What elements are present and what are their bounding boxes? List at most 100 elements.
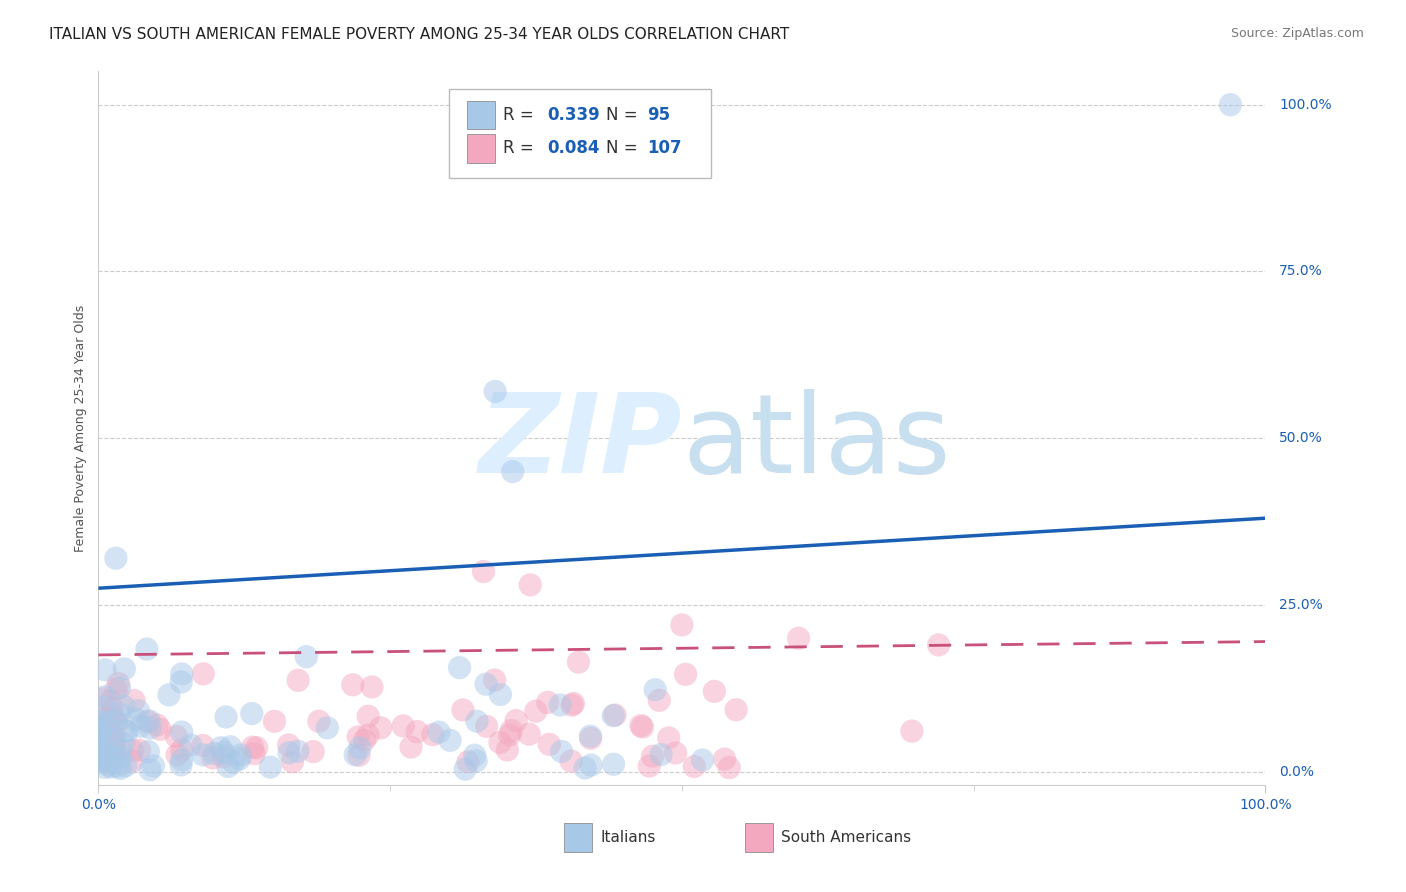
Point bbox=[103, 708, 125, 723]
Point bbox=[93, 752, 115, 766]
Point bbox=[89, 739, 111, 753]
Point bbox=[115, 758, 138, 772]
Point bbox=[664, 746, 686, 760]
Point bbox=[316, 721, 339, 735]
Point bbox=[94, 750, 117, 764]
Point bbox=[129, 719, 152, 733]
Point bbox=[517, 727, 540, 741]
Point bbox=[243, 747, 266, 761]
Point bbox=[193, 666, 215, 681]
Point bbox=[87, 717, 110, 731]
Point bbox=[117, 724, 139, 739]
Point bbox=[342, 678, 364, 692]
Point bbox=[502, 465, 524, 479]
Point bbox=[191, 739, 214, 753]
Point bbox=[464, 748, 486, 763]
Text: R =: R = bbox=[503, 106, 540, 124]
Point bbox=[548, 698, 571, 712]
Point bbox=[1219, 97, 1241, 112]
Text: 100.0%: 100.0% bbox=[1279, 98, 1331, 112]
Point bbox=[103, 731, 125, 746]
Text: South Americans: South Americans bbox=[782, 830, 911, 845]
Point bbox=[302, 745, 325, 759]
Point bbox=[475, 677, 498, 691]
Point bbox=[96, 744, 118, 758]
Text: 50.0%: 50.0% bbox=[1279, 431, 1323, 445]
Point bbox=[87, 736, 110, 750]
Point bbox=[713, 752, 735, 766]
Point bbox=[602, 708, 624, 723]
Text: N =: N = bbox=[606, 139, 643, 157]
Point bbox=[121, 754, 143, 768]
Point bbox=[505, 714, 527, 728]
Point bbox=[560, 754, 582, 768]
Text: 75.0%: 75.0% bbox=[1279, 264, 1323, 278]
Point bbox=[287, 673, 309, 688]
Point bbox=[157, 688, 180, 702]
Point bbox=[212, 745, 235, 759]
Point bbox=[579, 729, 602, 743]
Point bbox=[484, 384, 506, 399]
Point bbox=[281, 755, 304, 769]
Point bbox=[96, 751, 118, 765]
Point bbox=[219, 739, 242, 754]
Point bbox=[94, 760, 117, 774]
Point bbox=[191, 747, 214, 762]
Point bbox=[170, 753, 193, 767]
Point bbox=[574, 761, 596, 775]
Point bbox=[683, 759, 706, 773]
Point bbox=[427, 725, 450, 739]
Text: 95: 95 bbox=[647, 106, 671, 124]
Point bbox=[287, 744, 309, 758]
Point bbox=[240, 706, 263, 721]
Point bbox=[579, 758, 602, 772]
Point bbox=[101, 743, 124, 757]
Point bbox=[94, 722, 117, 736]
Point bbox=[308, 714, 330, 729]
Point bbox=[228, 752, 250, 766]
Point bbox=[87, 746, 110, 760]
Point bbox=[498, 728, 520, 742]
Point bbox=[96, 748, 118, 763]
Point bbox=[457, 755, 479, 769]
Point bbox=[454, 762, 477, 776]
Point bbox=[277, 738, 299, 752]
Point bbox=[475, 719, 498, 733]
Point bbox=[630, 718, 652, 732]
Point bbox=[638, 759, 661, 773]
Point bbox=[170, 757, 193, 772]
FancyBboxPatch shape bbox=[745, 823, 773, 852]
Point bbox=[406, 724, 429, 739]
Point bbox=[537, 695, 560, 709]
Point bbox=[561, 698, 583, 713]
Point bbox=[110, 761, 132, 775]
Text: ZIP: ZIP bbox=[478, 389, 682, 496]
Point bbox=[112, 662, 135, 676]
Point bbox=[347, 730, 370, 744]
Point bbox=[650, 747, 672, 762]
Point bbox=[361, 680, 384, 694]
Point bbox=[107, 759, 129, 773]
Point bbox=[94, 748, 117, 763]
Point bbox=[87, 743, 110, 757]
FancyBboxPatch shape bbox=[449, 89, 711, 178]
Point bbox=[94, 663, 117, 677]
Point bbox=[567, 655, 589, 669]
Point bbox=[170, 675, 193, 690]
Point bbox=[103, 736, 125, 750]
Text: Italians: Italians bbox=[600, 830, 655, 845]
Point bbox=[87, 729, 110, 743]
Point bbox=[98, 744, 121, 758]
Point bbox=[496, 743, 519, 757]
Point bbox=[94, 753, 117, 767]
Point bbox=[524, 704, 547, 718]
Point bbox=[98, 737, 121, 751]
Point bbox=[538, 738, 561, 752]
Point bbox=[295, 649, 318, 664]
Point bbox=[170, 725, 193, 739]
Point bbox=[101, 748, 124, 763]
Point bbox=[166, 747, 188, 762]
Point bbox=[87, 713, 110, 727]
Text: 0.084: 0.084 bbox=[548, 139, 600, 157]
Point bbox=[87, 736, 110, 750]
